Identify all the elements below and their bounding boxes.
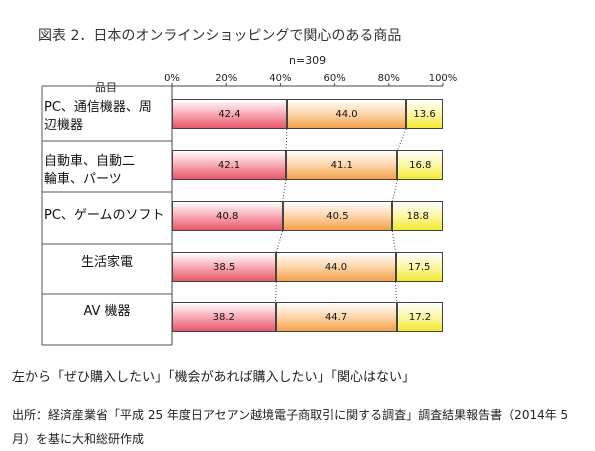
series-connector-line: [395, 281, 398, 303]
category-label-line: 輪車、パーツ: [44, 172, 122, 187]
series-connector-line: [282, 179, 287, 202]
legend-note: 左から「ぜひ購入したい」「機会があれば購入したい」「関心はない」: [12, 370, 416, 385]
bar-segment: 40.8: [172, 201, 283, 231]
bar-segment: 16.8: [397, 150, 443, 180]
series-connector-line: [397, 128, 407, 151]
category-label-line: 辺機器: [44, 118, 84, 133]
category-label-line: PC、通信機器、周: [44, 100, 152, 115]
category-label: AV 機器: [42, 303, 172, 321]
category-label-line: AV 機器: [83, 304, 131, 319]
category-label-line: 自動車、自動二: [44, 154, 136, 169]
chart-title: 図表 2．日本のオンラインショッピングで関心のある商品: [38, 28, 402, 44]
bar-segment: 17.5: [395, 252, 443, 282]
bar-segment: 44.7: [275, 302, 397, 332]
category-label: PC、ゲームのソフト: [44, 207, 165, 225]
source-note: 出所：経済産業省「平成 25 年度日アセアン越境電子商取引に関する調査」調査結果…: [12, 408, 569, 446]
series-connector-line: [391, 179, 398, 202]
bar-segment: 42.1: [172, 150, 287, 180]
bar-segment: 17.2: [396, 302, 444, 332]
bar-segment: 44.0: [276, 252, 396, 282]
series-connector-line: [391, 230, 397, 253]
bar-segment: 38.2: [172, 302, 276, 332]
bar-segment: 44.0: [286, 99, 407, 129]
series-connector-line: [275, 281, 277, 303]
bar-segment: 40.5: [282, 201, 393, 231]
bar-segment: 42.4: [172, 99, 287, 129]
category-label-line: 生活家電: [80, 255, 133, 270]
x-tick-label: 80%: [377, 73, 400, 84]
category-label: 生活家電: [42, 254, 172, 272]
x-tick-label: 0%: [164, 73, 180, 84]
category-label-line: PC、ゲームのソフト: [44, 208, 165, 223]
bar-segment: 18.8: [392, 201, 444, 231]
bar-segment: 41.1: [286, 150, 398, 180]
x-tick-label: 20%: [215, 73, 238, 84]
bar-segment: 13.6: [406, 99, 443, 129]
sample-size-label: n=309: [289, 54, 327, 67]
category-label: PC、通信機器、周 辺機器: [44, 99, 152, 135]
x-tick-label: 40%: [269, 73, 292, 84]
bar-segment: 38.5: [172, 252, 277, 282]
x-tick-label: 60%: [323, 73, 346, 84]
category-header: 品目: [95, 81, 117, 94]
series-connector-line: [285, 128, 288, 151]
series-connector-line: [275, 230, 284, 253]
x-tick-label: 100%: [428, 73, 458, 84]
category-label: 自動車、自動二 輪車、パーツ: [44, 153, 135, 189]
stacked-bar-chart: [41, 83, 444, 346]
